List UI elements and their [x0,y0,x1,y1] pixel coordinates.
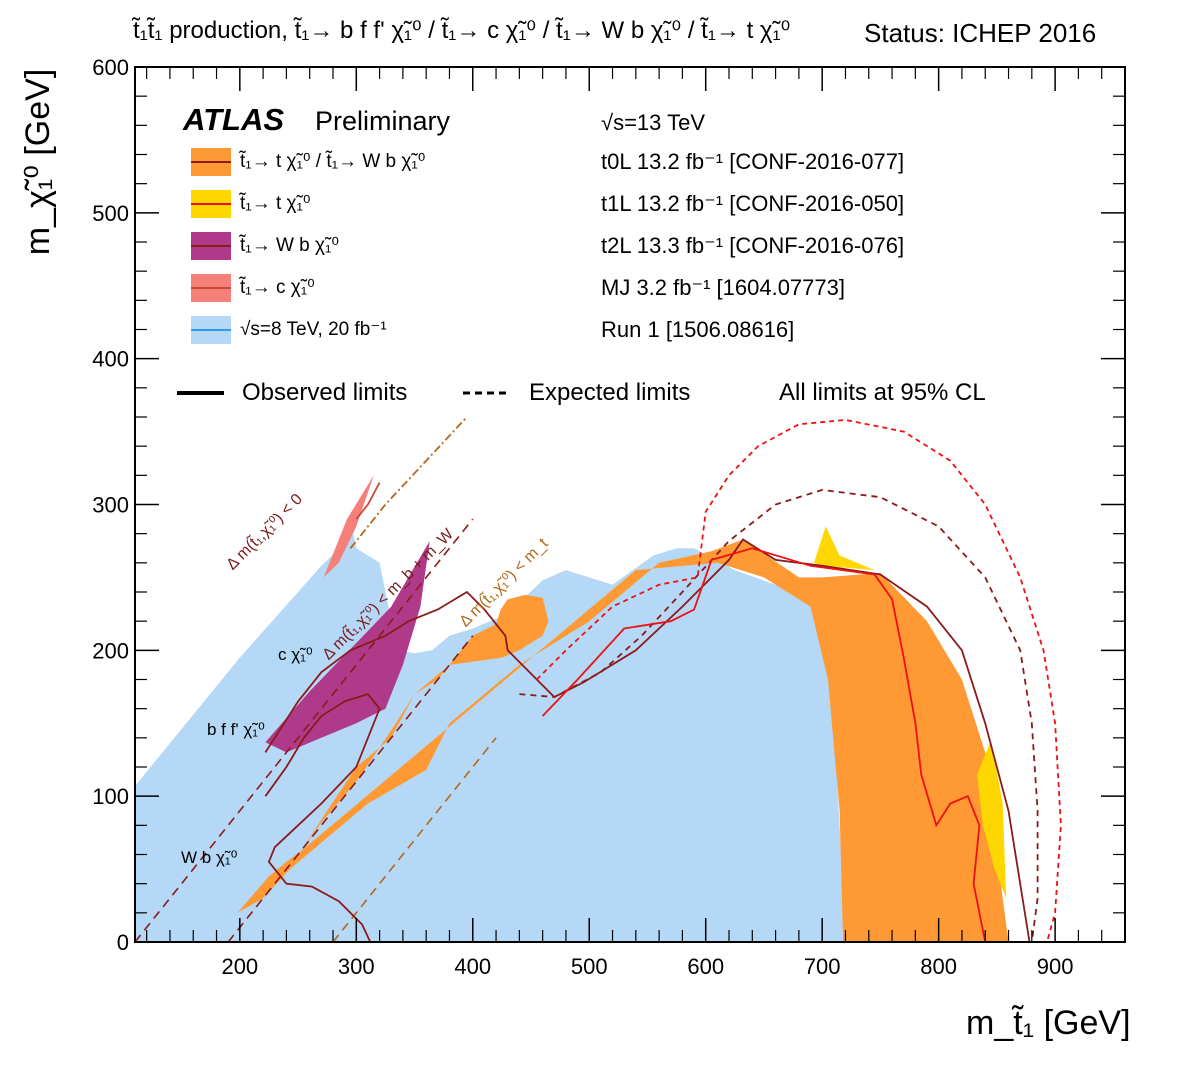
line-t1l-exp [536,418,1062,942]
annotation-bff-chi: b f f' χ̃₁⁰ [207,720,265,739]
region-t1l-2 [977,740,1007,899]
line-t2l-obs [264,693,381,942]
y-tick-label: 500 [92,201,129,226]
region-t1l [814,526,875,571]
region-t2l [265,541,430,753]
limit-contours [264,416,1062,942]
annotation-wb-chi: W b χ̃₁⁰ [181,848,238,867]
boundary-dm0 [135,518,474,942]
x-tick-label: 600 [687,954,724,979]
x-tick-label: 300 [338,954,375,979]
kinematic-boundaries [135,518,497,942]
legend-swatch-line [191,245,231,247]
cl-note: All limits at 95% CL [779,379,986,406]
x-axis-label: m_t̃₁ [GeV] [966,1004,1131,1042]
expected-legend-label: Expected limits [529,379,691,406]
legend-entry-ref: t2L 13.3 fb⁻¹ [CONF-2016-076] [601,233,905,258]
line-mj-exp [349,416,468,549]
legend-swatch-line [191,203,231,205]
region-mj [323,475,374,578]
y-axis-label: m_χ̃₁⁰ [GeV] [19,68,57,256]
x-tick-label: 500 [571,954,608,979]
boundary-dm-bw [227,635,474,942]
region-t0l [237,539,1009,942]
legend-entry-ref: t1L 13.2 fb⁻¹ [CONF-2016-050] [601,191,905,216]
x-tick-label: 400 [454,954,491,979]
y-tick-label: 0 [117,930,129,955]
sqrt-s-label: √s=13 TeV [601,110,706,135]
legend-entry-label: √s=8 TeV, 20 fb⁻¹ [240,319,387,340]
x-tick-label: 800 [920,954,957,979]
axis-ticks: 200 300 400 500 600 700 800 900 0 100 200 300 400 500… [92,55,1126,979]
x-tick-label: 200 [221,954,258,979]
y-tick-label: 100 [92,784,129,809]
legend-swatch-line [191,287,231,289]
line-t1l-obs [541,547,987,942]
legend-entry-label: t̃₁→ W b χ̃₁⁰ [240,235,340,256]
legend-swatch [191,190,231,218]
boundary-dm-t [332,737,497,942]
preliminary-label: Preliminary [315,106,451,136]
legend-swatch [191,316,231,344]
status-label: Status: ICHEP 2016 [864,18,1097,48]
legend-entry-ref: Run 1 [1506.08616] [601,317,795,342]
x-tick-label: 900 [1037,954,1074,979]
x-tick-label: 700 [804,954,841,979]
legend-swatch-line [191,161,231,163]
legend-swatch [191,274,231,302]
line-t0l-exp [519,488,1039,942]
legend-entry-ref: t0L 13.2 fb⁻¹ [CONF-2016-077] [601,149,905,174]
legend-entry-ref: MJ 3.2 fb⁻¹ [1604.07773] [601,275,845,300]
header-title: t̃₁t̃₁ production, t̃₁→ b f f' χ̃₁⁰ / t̃… [133,17,791,44]
annotation-c-chi: c χ̃₁⁰ [278,645,313,664]
line-mj-obs [355,482,381,520]
legend-swatch-line [191,329,231,331]
legend-entry-label: t̃₁→ c χ̃₁⁰ [240,277,315,298]
exclusion-regions [135,475,1009,942]
legend-swatch [191,232,231,260]
y-tick-label: 200 [92,638,129,663]
legend-swatch [191,148,231,176]
atlas-logo: ATLAS [183,102,285,137]
legend-entry-label: t̃₁→ t χ̃₁⁰ / t̃₁→ W b χ̃₁⁰ [240,151,426,172]
observed-legend-label: Observed limits [242,379,408,406]
y-tick-label: 300 [92,493,129,518]
y-tick-label: 600 [92,55,129,80]
legend-entry-label: t̃₁→ t χ̃₁⁰ [240,193,311,214]
y-tick-label: 400 [92,347,129,372]
